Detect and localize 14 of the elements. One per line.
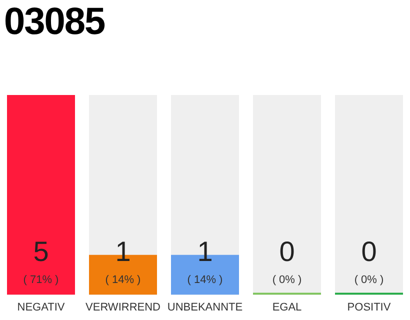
x-tick-label: VERWIRREND xyxy=(86,301,161,314)
annotation: ( 0% ) xyxy=(272,274,302,286)
data-label: 5 xyxy=(33,236,49,267)
annotation: ( 71% ) xyxy=(23,274,59,286)
x-tick-label: POSITIV xyxy=(347,301,392,314)
x-tick-label: NEGATIV xyxy=(17,301,66,314)
data-label: 0 xyxy=(361,236,377,267)
annotation: ( 14% ) xyxy=(187,274,223,286)
x-tick-label: EGAL xyxy=(272,301,302,314)
x-tick-label: UNBEKANNTE xyxy=(167,301,243,314)
chart-title: 03085 xyxy=(4,0,105,44)
annotation: ( 14% ) xyxy=(105,274,141,286)
annotation: ( 0% ) xyxy=(354,274,384,286)
data-label: 0 xyxy=(279,236,295,267)
